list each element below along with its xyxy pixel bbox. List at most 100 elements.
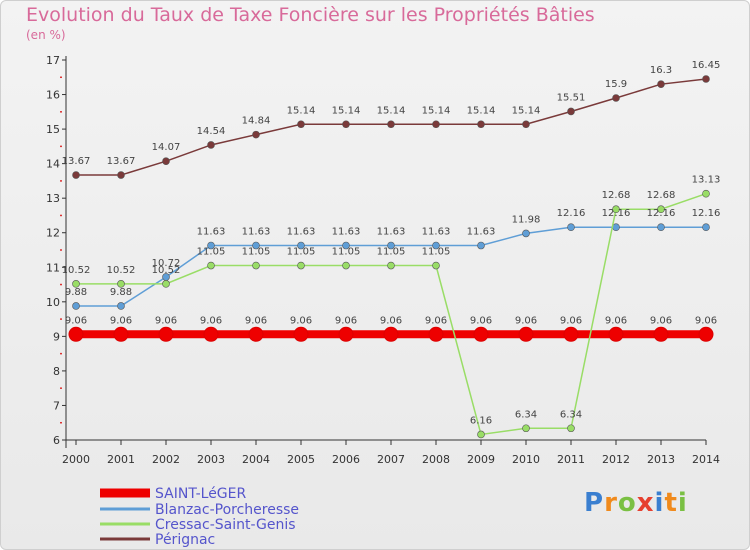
data-label: 9.06 <box>200 315 222 326</box>
data-point <box>657 205 665 214</box>
data-label: 10.52 <box>152 265 181 276</box>
data-label: 9.06 <box>65 315 87 326</box>
y-tick-label: 7 <box>53 399 60 412</box>
data-point <box>522 424 530 433</box>
data-label: 9.06 <box>650 315 672 326</box>
y-tick-label: 10 <box>46 296 60 309</box>
data-label: 9.06 <box>380 315 402 326</box>
x-tick-label: 2005 <box>287 453 315 466</box>
data-point <box>342 261 350 270</box>
data-label: 11.63 <box>287 227 316 238</box>
x-tick-label: 2007 <box>377 453 405 466</box>
x-tick-label: 2008 <box>422 453 450 466</box>
data-label: 9.06 <box>155 315 177 326</box>
x-tick-label: 2003 <box>197 453 225 466</box>
data-label: 12.16 <box>692 208 721 219</box>
data-label: 15.9 <box>605 79 627 90</box>
y-tick-label: 14 <box>46 158 60 171</box>
data-point <box>567 223 575 231</box>
data-point <box>473 326 489 342</box>
data-label: 9.06 <box>605 315 627 326</box>
y-tick-label: 6 <box>53 434 60 447</box>
data-label: 14.54 <box>197 126 226 137</box>
data-point <box>117 280 125 288</box>
data-label: 11.98 <box>512 214 541 225</box>
logo-letter: i <box>677 488 688 518</box>
data-label: 12.16 <box>647 208 676 219</box>
data-point <box>252 130 260 139</box>
data-point <box>477 430 485 439</box>
x-tick-label: 2009 <box>467 453 495 466</box>
data-label: 14.84 <box>242 116 271 127</box>
x-tick-label: 2000 <box>62 453 90 466</box>
y-tick-label: 13 <box>46 192 60 205</box>
x-tick-label: 2010 <box>512 453 540 466</box>
data-label: 9.06 <box>515 315 537 326</box>
data-point <box>657 80 665 88</box>
data-point <box>338 326 354 342</box>
data-point <box>203 326 219 342</box>
y-tick-label: 17 <box>46 54 60 67</box>
legend-label: Cressac-Saint-Genis <box>155 517 296 533</box>
data-label: 14.07 <box>152 142 181 153</box>
data-point <box>297 261 305 270</box>
data-point <box>522 120 530 129</box>
data-point <box>72 280 80 288</box>
data-point <box>612 94 620 102</box>
data-label: 12.16 <box>602 208 631 219</box>
data-point <box>252 261 260 270</box>
data-label: 6.16 <box>470 415 492 426</box>
data-point <box>698 326 714 342</box>
data-label: 12.16 <box>557 208 586 219</box>
x-tick-label: 2012 <box>602 453 630 466</box>
data-label: 9.88 <box>65 287 87 298</box>
data-point <box>428 326 444 342</box>
x-tick-label: 2002 <box>152 453 180 466</box>
data-label: 15.14 <box>377 105 406 116</box>
proxiti-logo: Proxiti <box>584 488 688 518</box>
data-point <box>68 326 84 342</box>
data-label: 11.05 <box>332 247 361 258</box>
data-label: 9.06 <box>470 315 492 326</box>
data-label: 6.34 <box>515 409 537 420</box>
x-tick-label: 2006 <box>332 453 360 466</box>
data-label: 13.13 <box>692 175 721 186</box>
x-tick-label: 2013 <box>647 453 675 466</box>
legend-label: Blanzac-Porcheresse <box>155 502 299 518</box>
data-label: 11.05 <box>242 247 271 258</box>
data-point <box>342 241 350 250</box>
data-label: 15.14 <box>512 105 541 116</box>
data-label: 10.72 <box>152 258 181 269</box>
chart-title: Evolution du Taux de Taxe Foncière sur l… <box>26 4 595 26</box>
y-tick-label: 8 <box>53 365 60 378</box>
data-point <box>387 261 395 270</box>
legend-label: Pérignac <box>155 532 215 548</box>
data-point <box>477 120 485 129</box>
data-label: 13.67 <box>107 156 136 167</box>
data-label: 10.52 <box>62 265 91 276</box>
data-point <box>432 261 440 270</box>
x-tick-label: 2014 <box>692 453 720 466</box>
data-point <box>477 241 485 250</box>
data-label: 15.14 <box>422 105 451 116</box>
logo-letter: i <box>654 488 665 518</box>
data-point <box>653 326 669 342</box>
y-tick-label: 16 <box>46 89 60 102</box>
data-point <box>612 205 620 214</box>
data-point <box>162 157 170 166</box>
data-label: 11.05 <box>197 247 226 258</box>
data-label: 11.63 <box>242 227 271 238</box>
logo-letter: P <box>584 488 605 518</box>
data-point <box>432 120 440 129</box>
data-point <box>387 241 395 250</box>
data-point <box>702 189 710 198</box>
data-label: 11.05 <box>287 247 316 258</box>
data-point <box>297 241 305 250</box>
data-label: 15.14 <box>332 105 361 116</box>
data-point <box>522 229 530 238</box>
data-point <box>293 326 309 342</box>
data-point <box>702 75 710 83</box>
data-point <box>567 424 575 433</box>
data-label: 11.63 <box>422 227 451 238</box>
data-point <box>72 302 80 310</box>
